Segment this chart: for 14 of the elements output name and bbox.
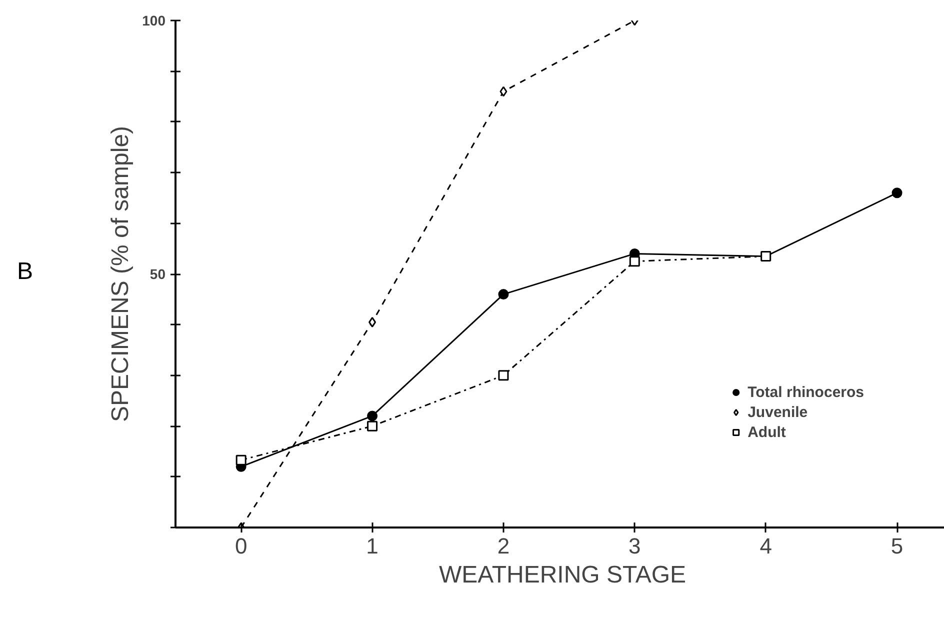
x-tick-label: 1 [366,534,378,558]
x-tick-label: 3 [628,534,641,558]
x-tick-label: 2 [497,534,510,558]
y-axis-title: SPECIMENS (% of sample) [107,126,134,422]
x-tick-label: 0 [234,534,248,558]
y-tick-label: 100 [142,12,166,28]
legend-label: Juvenile [748,404,808,420]
legend-label: Total rhinoceros [748,384,864,400]
legend-label: Adult [748,424,786,440]
x-tick-label: 4 [760,534,772,558]
x-tick-label: 5 [890,534,904,558]
text: B [17,257,34,287]
x-axis-title: WEATHERING STAGE [438,562,686,588]
y-tick-label: 50 [150,266,166,282]
